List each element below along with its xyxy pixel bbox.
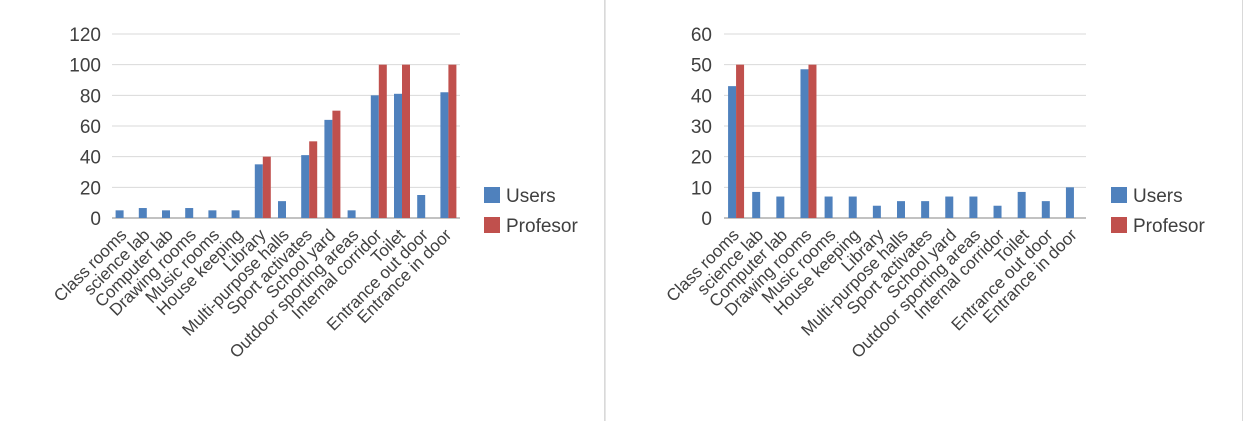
bar-users: [1065, 187, 1074, 218]
y-tick-label: 20: [691, 148, 712, 169]
bar-profesor: [332, 110, 341, 218]
y-tick-label: 0: [701, 209, 712, 230]
bar-users: [897, 201, 905, 218]
bar-users: [993, 205, 1002, 218]
bar-users: [728, 86, 737, 218]
legend-label-users: Users: [1133, 186, 1183, 207]
legend-swatch-profesor: [1111, 217, 1127, 233]
bar-users: [347, 210, 356, 218]
bar-users: [301, 155, 310, 218]
y-tick-label: 60: [80, 117, 101, 138]
bar-profesor: [808, 64, 817, 219]
bar-users: [370, 95, 379, 218]
legend-swatch-profesor: [484, 217, 500, 233]
bar-users: [138, 208, 147, 218]
y-tick-label: 40: [80, 148, 101, 169]
bar-users: [162, 210, 170, 218]
bar-users: [776, 196, 785, 218]
y-tick-label: 50: [691, 56, 712, 77]
bar-profesor: [309, 141, 318, 218]
bar-users: [752, 191, 761, 218]
y-tick-label: 20: [80, 178, 101, 199]
legend-swatch-users: [1111, 187, 1127, 203]
bar-users: [945, 196, 954, 218]
bar-profesor: [736, 64, 745, 219]
bar-users: [921, 201, 930, 218]
bar-users: [278, 201, 286, 218]
y-tick-label: 0: [90, 209, 101, 230]
bar-users: [1017, 191, 1026, 218]
y-tick-label: 30: [691, 117, 712, 138]
y-tick-label: 60: [691, 25, 712, 46]
chart-panel-right: 0 10 20 30 40 50 60 Class rooms science lab Compu…: [605, 0, 1243, 421]
y-tick-label: 40: [691, 86, 712, 107]
bar-users: [969, 196, 978, 218]
legend-label-profesor: Profesor: [1133, 216, 1205, 237]
bar-users: [231, 210, 240, 218]
bar-users: [1041, 201, 1050, 218]
bar-profesor: [378, 64, 387, 219]
bar-users: [848, 196, 857, 218]
bar-users: [417, 195, 426, 218]
bar-profesor: [448, 64, 457, 219]
bar-users: [324, 119, 333, 218]
y-tick-label: 80: [80, 86, 101, 107]
legend-label-users: Users: [506, 186, 556, 207]
legend-swatch-users: [484, 187, 500, 203]
chart-panel-left: 0 20 40 60 80 100 120 Class rooms science lab Com…: [0, 0, 605, 421]
bar-users: [800, 69, 809, 219]
bar-users: [394, 93, 402, 218]
bar-users: [185, 208, 194, 218]
bar-users: [115, 210, 124, 218]
legend-label-profesor: Profesor: [506, 216, 578, 237]
bar-users: [208, 210, 217, 218]
bar-users: [254, 164, 263, 218]
bar-users: [440, 92, 449, 218]
y-tick-label: 100: [69, 56, 101, 77]
bar-profesor: [402, 64, 410, 219]
bar-profesor: [262, 156, 271, 218]
y-tick-label: 120: [69, 25, 101, 46]
y-tick-label: 10: [691, 178, 712, 199]
bar-users: [872, 205, 881, 218]
bar-users: [824, 196, 833, 218]
